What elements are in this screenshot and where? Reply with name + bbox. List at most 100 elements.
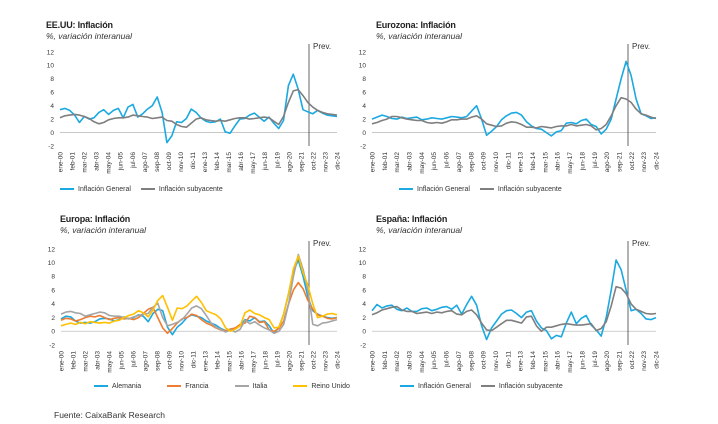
x-tick-label: feb-14 [530, 351, 537, 370]
x-tick-label: nov-23 [322, 152, 329, 172]
source-note: Fuente: CaixaBank Research [54, 410, 166, 420]
legend-swatch [60, 187, 74, 191]
x-tick-label: ene-00 [58, 152, 65, 173]
x-tick-label: dic-24 [335, 351, 342, 369]
legend-swatch [234, 384, 249, 388]
x-tick-label: feb-01 [71, 351, 78, 370]
legend-swatch [479, 187, 494, 191]
x-tick-label: jun-18 [579, 152, 586, 171]
x-tick-label: feb-01 [382, 152, 389, 171]
x-tick-label: feb-01 [382, 351, 389, 370]
x-tick-label: nov-23 [641, 351, 648, 371]
x-tick-label: ene-13 [518, 351, 525, 372]
x-tick-label: feb-14 [214, 152, 221, 171]
legend-label: Italia [252, 383, 268, 390]
x-tick-label: ene-00 [370, 351, 377, 372]
x-tick-label: sep-08 [155, 351, 162, 371]
x-tick-label: dic-24 [654, 152, 661, 170]
x-tick-label: sep-08 [468, 152, 475, 172]
x-tick-label: mar-15 [226, 152, 233, 173]
y-tick-label: 12 [359, 49, 367, 56]
x-tick-label: ene-00 [59, 351, 66, 372]
x-tick-label: mar-02 [394, 152, 401, 173]
x-tick-label: may-17 [567, 351, 574, 373]
x-tick-label: dic-11 [505, 351, 512, 369]
x-tick-label: sep-21 [616, 152, 623, 172]
x-tick-label: ago-20 [286, 152, 293, 173]
x-tick-label: may-04 [107, 351, 114, 373]
legend-item: Inflación subyacente [479, 186, 562, 193]
forecast-label: Prev. [632, 42, 650, 51]
x-tick-label: nov-10 [178, 152, 185, 172]
x-tick-label: abr-16 [555, 152, 562, 171]
legend-label: Francia [185, 383, 209, 390]
x-tick-label: ago-07 [456, 351, 463, 372]
x-tick-label: may-17 [567, 152, 574, 174]
x-tick-label: sep-21 [298, 152, 305, 172]
chart-title: España: Inflación [376, 214, 448, 224]
x-tick-label: oct-09 [481, 351, 488, 369]
legend-item: Inflación General [400, 383, 471, 390]
y-tick-label: 0 [362, 329, 366, 336]
legend-swatch [94, 384, 108, 388]
legend-item: Inflación subyacente [480, 383, 563, 390]
chart-legend: Inflación General Inflación subyacente [400, 383, 573, 390]
x-tick-label: mar-15 [227, 351, 234, 372]
y-tick-label: 8 [51, 274, 55, 281]
x-tick-label: jun-05 [119, 351, 126, 370]
series-line-2 [371, 285, 657, 333]
x-tick-label: ago-07 [456, 152, 463, 173]
y-tick-label: -2 [48, 143, 54, 150]
series-line-4 [60, 255, 338, 333]
y-tick-label: 2 [51, 315, 55, 322]
x-tick-label: jul-06 [444, 152, 451, 169]
x-tick-label: jun-05 [431, 152, 438, 171]
y-tick-label: 0 [50, 130, 54, 137]
chart-legend: Inflación General Inflación subyacente [60, 186, 233, 193]
x-tick-label: ago-07 [143, 351, 150, 372]
y-tick-label: 2 [362, 116, 366, 123]
y-tick-label: 12 [47, 49, 55, 56]
x-tick-label: abr-16 [239, 351, 246, 370]
x-tick-label: sep-21 [299, 351, 306, 371]
x-tick-label: ago-07 [142, 152, 149, 173]
x-tick-label: feb-14 [530, 152, 537, 171]
y-tick-label: -2 [360, 342, 366, 349]
legend-item: Francia [167, 383, 209, 390]
x-tick-label: abr-03 [407, 152, 414, 171]
x-tick-label: dic-11 [505, 152, 512, 170]
x-tick-label: ago-20 [287, 351, 294, 372]
x-tick-label: feb-01 [70, 152, 77, 171]
y-tick-label: 4 [51, 301, 55, 308]
x-tick-label: may-04 [419, 152, 426, 174]
chart-title: Eurozona: Inflación [376, 20, 456, 30]
y-tick-label: 10 [359, 63, 367, 70]
x-tick-label: jul-06 [130, 152, 137, 169]
legend-item: Alemania [94, 383, 141, 390]
y-tick-label: 6 [362, 287, 366, 294]
legend-swatch [140, 187, 155, 191]
x-tick-label: ago-20 [604, 152, 611, 173]
legend-swatch [293, 384, 308, 388]
x-tick-label: mar-02 [82, 152, 89, 173]
x-tick-label: dic-11 [191, 351, 198, 369]
x-tick-label: jul-06 [444, 351, 451, 368]
legend-label: Inflación General [78, 186, 131, 193]
series-line-1 [371, 60, 657, 137]
x-tick-label: jul-19 [275, 351, 282, 368]
x-tick-label: jun-18 [579, 351, 586, 370]
legend-swatch [399, 187, 413, 191]
legend-label: Reino Unido [311, 383, 350, 390]
x-tick-label: jul-06 [131, 351, 138, 368]
chart-subtitle: %, variación interanual [376, 31, 462, 41]
y-tick-label: 2 [362, 315, 366, 322]
series-line-2 [371, 96, 657, 131]
x-tick-label: oct-22 [629, 152, 636, 170]
series-line-1 [371, 259, 657, 341]
legend-swatch [167, 384, 182, 388]
chart-title: Europa: Inflación [60, 214, 131, 224]
x-tick-label: may-17 [251, 351, 258, 373]
x-tick-label: mar-02 [83, 351, 90, 372]
